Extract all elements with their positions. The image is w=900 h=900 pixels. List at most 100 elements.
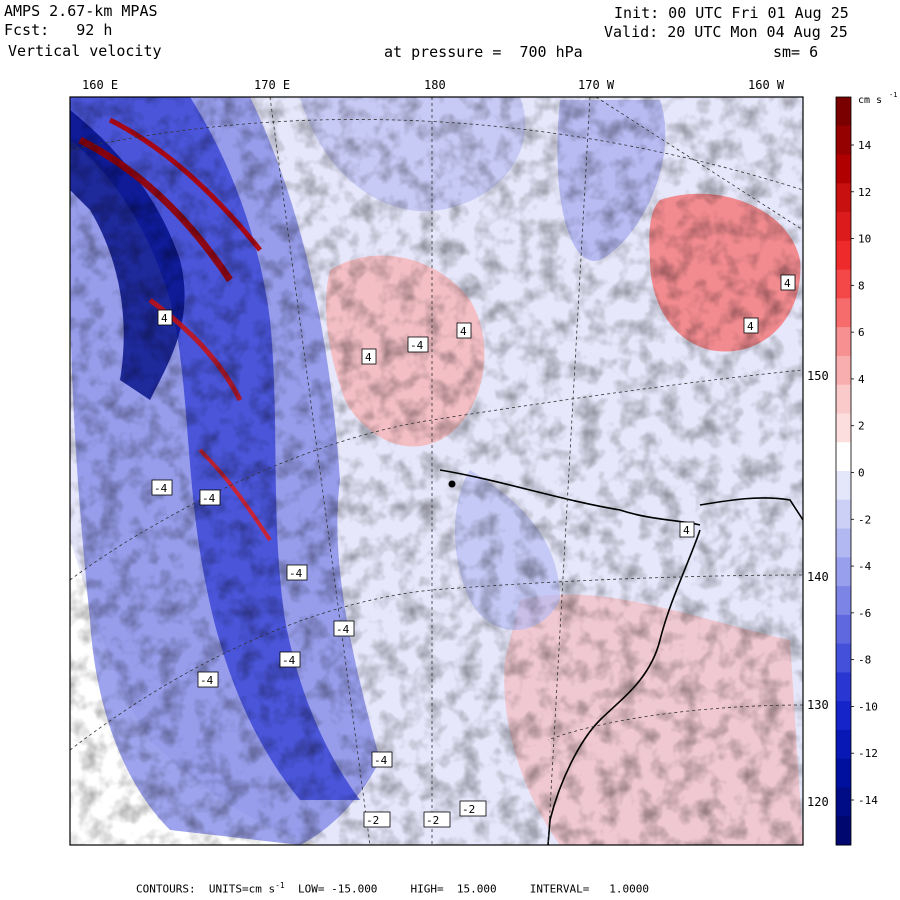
contour-label: -4 [333, 620, 355, 637]
svg-text:-4: -4 [202, 492, 216, 505]
svg-text:-2: -2 [462, 803, 475, 816]
svg-text:-4: -4 [410, 339, 424, 352]
colorbar-tick-label: -12 [858, 747, 878, 760]
colorbar-swatch [836, 183, 851, 213]
svg-text:4: 4 [161, 312, 168, 325]
svg-text:-4: -4 [289, 567, 303, 580]
contour-label: 4 [780, 274, 796, 291]
contour-label: -4 [151, 479, 173, 496]
contour-label: 4 [456, 322, 472, 339]
colorbar-swatch [836, 384, 851, 414]
lon-label-180: 180 [424, 78, 446, 92]
map-frame [69, 96, 804, 846]
lon-label-160e: 160 E [82, 78, 119, 92]
colorbar-swatch [836, 355, 851, 386]
colorbar-tick-label: -2 [858, 513, 871, 526]
colorbar-swatch [836, 586, 851, 616]
contour-label: 4 [157, 309, 173, 326]
colorbar-swatch [836, 154, 851, 184]
colorbar-swatch [836, 816, 851, 846]
svg-text:-4: -4 [154, 482, 168, 495]
svg-text:-2: -2 [426, 814, 439, 827]
svg-text:4: 4 [747, 320, 754, 333]
colorbar: 14 12 10 8 6 4 2 0 -2 -4 -6 -8 -10 -12 -14 [835, 96, 878, 846]
valid-time: Valid: 20 UTC Mon 04 Aug 25 [604, 23, 848, 41]
svg-text:4: 4 [683, 524, 690, 537]
contour-label: -4 [286, 564, 308, 581]
svg-text:4: 4 [460, 325, 467, 338]
svg-text:-4: -4 [336, 623, 350, 636]
contour-label: -4 [199, 489, 221, 506]
contour-units-exponent: -1 [275, 881, 285, 890]
colorbar-swatch [836, 269, 851, 299]
model-title: AMPS 2.67-km MPAS [4, 2, 158, 20]
station-marker [448, 480, 456, 488]
colorbar-tick-label: -4 [858, 560, 872, 573]
contour-labels: 4 4 4 4 4 4 -4 -4 -4 -4 -4 -4 -4 -4 -2 -… [151, 274, 796, 828]
contour-label: -2 [459, 800, 487, 817]
lat-label-140w: 140 W [807, 570, 844, 584]
colorbar-swatch [836, 240, 851, 271]
colorbar-tick-label: 0 [858, 467, 865, 480]
colorbar-swatch [836, 125, 851, 156]
colorbar-tick-label: 6 [858, 326, 865, 339]
colorbar-tick-label: 10 [858, 233, 871, 246]
colorbar-tick-label: -8 [858, 654, 871, 667]
colorbar-swatch [836, 298, 851, 328]
colorbar-tick-label: 2 [858, 420, 865, 433]
colorbar-swatch [836, 442, 851, 472]
lon-label-170w: 170 W [578, 78, 615, 92]
contour-label: -2 [363, 811, 391, 828]
lon-label-160w: 160 W [748, 78, 785, 92]
svg-text:4: 4 [784, 277, 791, 290]
contour-label: 4 [743, 317, 759, 334]
colorbar-tick-label: 8 [858, 279, 865, 292]
contour-units-text: CONTOURS: UNITS=cm s [136, 882, 276, 896]
colorbar-swatch [836, 97, 851, 127]
lat-label-150w: 150 W [807, 369, 844, 383]
colorbar-tick-label: -10 [858, 700, 878, 713]
colorbar-swatch [836, 729, 851, 760]
lat-label-130w: 130 W [807, 698, 844, 712]
graticule [70, 97, 803, 845]
pressure-level: at pressure = 700 hPa [384, 43, 583, 61]
colorbar-tick-label: -6 [858, 607, 871, 620]
colorbar-swatch [836, 701, 851, 731]
svg-text:-4: -4 [200, 674, 214, 687]
contour-range-text: LOW= -15.000 HIGH= 15.000 INTERVAL= 1.00… [284, 882, 649, 896]
init-time: Init: 00 UTC Fri 01 Aug 25 [614, 4, 849, 22]
svg-text:-4: -4 [282, 654, 296, 667]
colorbar-tick-label: 14 [858, 139, 872, 152]
colorbar-tick-label: 12 [858, 186, 871, 199]
colorbar-swatch [836, 758, 851, 788]
svg-text:-2: -2 [366, 814, 379, 827]
colorbar-swatch [836, 413, 851, 443]
colorbar-swatch [836, 212, 851, 242]
contour-label: -4 [279, 651, 301, 668]
smoothing-label: sm= 6 [773, 43, 819, 61]
contour-label: -2 [423, 811, 451, 828]
contour-label: -4 [371, 751, 393, 768]
coastline [439, 469, 701, 845]
colorbar-unit-label: cm s [858, 95, 882, 106]
colorbar-swatch [836, 614, 851, 645]
colorbar-swatch [836, 327, 851, 357]
colorbar-tick-label: 4 [858, 373, 865, 386]
coastline-east [699, 497, 803, 521]
colorbar-tick-label: -14 [858, 794, 878, 807]
colorbar-unit-exponent: -1 [889, 91, 897, 99]
forecast-hour: Fcst: 92 h [4, 21, 113, 39]
colorbar-swatch [836, 787, 851, 817]
contour-label: -4 [197, 671, 219, 688]
colorbar-swatch [836, 672, 851, 702]
lon-label-170e: 170 E [254, 78, 291, 92]
colorbar-frame [835, 96, 852, 846]
contour-label: 4 [679, 521, 695, 538]
svg-text:-4: -4 [374, 754, 388, 767]
colorbar-swatch [836, 499, 851, 530]
contour-label: -4 [407, 336, 429, 353]
contour-label: 4 [361, 348, 377, 365]
lat-label-120w: 120 W [807, 795, 844, 809]
field-name: Vertical velocity [8, 42, 162, 60]
